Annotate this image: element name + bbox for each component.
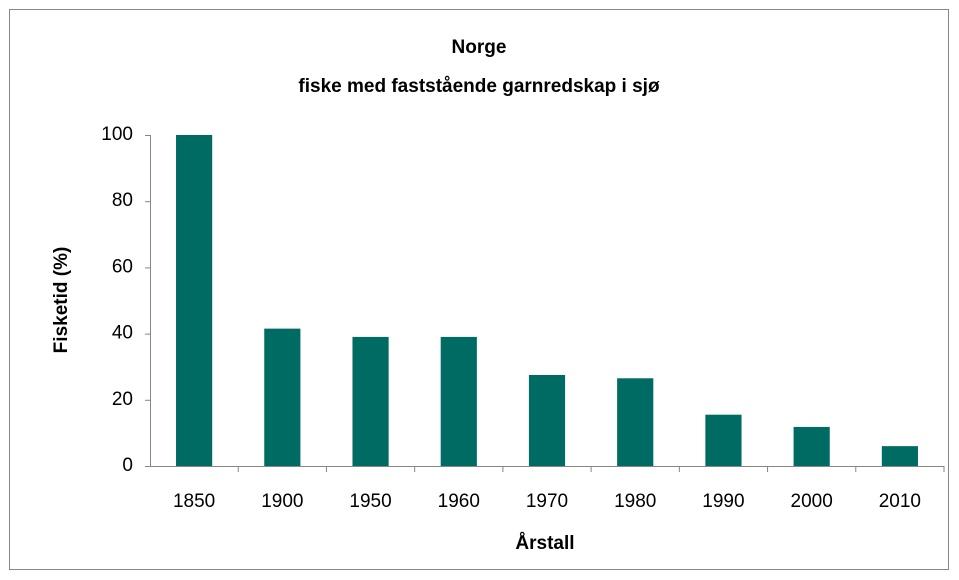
bar	[617, 378, 654, 466]
x-tick-label: 1900	[261, 491, 303, 512]
chart-subtitle: fiske med faststående garnredskap i sjø	[298, 76, 660, 97]
chart-title: Norge	[452, 37, 507, 58]
bar	[176, 135, 213, 466]
y-tick-label: 80	[112, 190, 133, 211]
x-tick-label: 1950	[349, 491, 391, 512]
bar	[352, 336, 389, 466]
y-tick-label: 0	[122, 455, 133, 476]
x-tick-label: 1990	[702, 491, 744, 512]
bar	[881, 446, 918, 466]
bar	[440, 336, 477, 466]
x-tick-label: 2010	[879, 491, 921, 512]
bar	[793, 426, 830, 466]
bar	[264, 328, 301, 466]
x-tick-label: 1850	[173, 491, 215, 512]
chart-border	[9, 9, 949, 570]
x-axis-label: Årstall	[515, 533, 574, 554]
y-axis-label: Fisketid (%)	[51, 247, 72, 354]
x-tick-label: 1960	[438, 491, 480, 512]
y-tick-label: 40	[112, 323, 133, 344]
y-tick-label: 60	[112, 256, 133, 277]
y-tick-label: 20	[112, 389, 133, 410]
bar	[528, 374, 566, 466]
x-tick-label: 1980	[614, 491, 656, 512]
x-tick-label: 1970	[526, 491, 568, 512]
bar	[705, 414, 742, 466]
y-tick-label: 100	[101, 124, 133, 145]
x-tick-label: 2000	[791, 491, 833, 512]
